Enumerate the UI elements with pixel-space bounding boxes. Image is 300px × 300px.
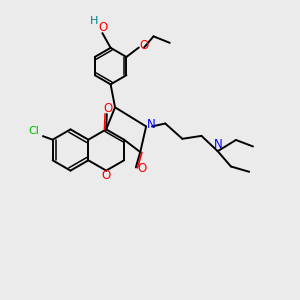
- Text: Cl: Cl: [29, 126, 40, 136]
- Text: O: O: [103, 102, 112, 115]
- Text: O: O: [102, 169, 111, 182]
- Text: N: N: [214, 138, 223, 151]
- Text: O: O: [99, 21, 108, 34]
- Text: H: H: [90, 16, 98, 26]
- Text: O: O: [138, 162, 147, 175]
- Text: N: N: [147, 118, 156, 130]
- Text: O: O: [140, 39, 149, 52]
